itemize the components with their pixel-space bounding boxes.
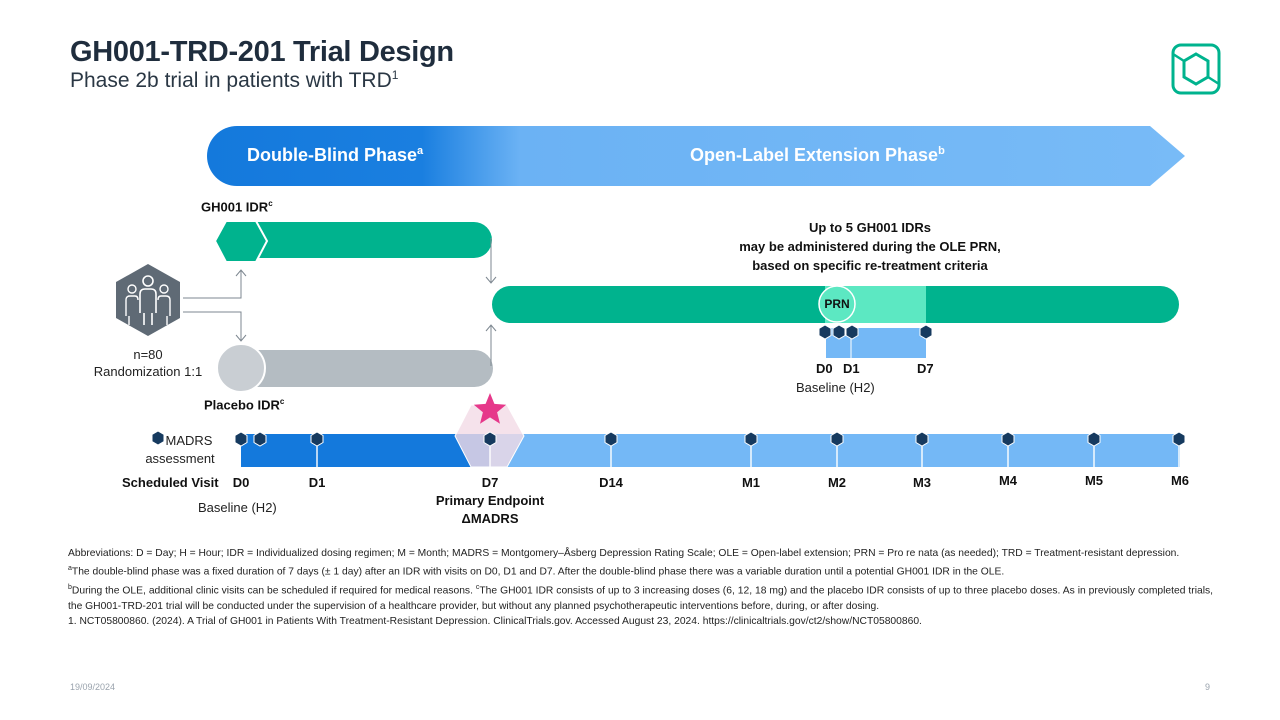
ole-baseline-label: Baseline (H2) — [796, 380, 875, 395]
timeline-marker-icon — [234, 431, 248, 447]
timeline-marker-icon — [915, 431, 929, 447]
primary-endpoint-star-icon — [473, 393, 507, 424]
ole-d7-label: D7 — [917, 361, 934, 376]
timeline-db-segment — [241, 434, 490, 467]
visit-label: D14 — [599, 475, 623, 490]
timeline-marker-icon — [1172, 431, 1186, 447]
page-subtitle: Phase 2b trial in patients with TRD1 — [70, 68, 399, 92]
footnote-a: aThe double-blind phase was a fixed dura… — [68, 565, 1005, 578]
timeline-marker-icon — [1001, 431, 1015, 447]
visit-label: M5 — [1084, 473, 1104, 488]
prn-circle — [818, 285, 856, 323]
visit-label: M4 — [998, 473, 1018, 488]
madrs-legend-icon — [151, 430, 165, 446]
ole-d1-label: D1 — [843, 361, 860, 376]
gh001-idr-label: GH001 IDRc — [201, 199, 273, 215]
timeline-marker-icon — [744, 431, 758, 447]
timeline-marker-icon — [604, 431, 618, 447]
placebo-idr-label: Placebo IDRc — [204, 397, 285, 413]
visit-label: M1 — [741, 475, 761, 490]
madrs-legend-label: MADRS assessment — [145, 433, 215, 466]
visit-label: M2 — [827, 475, 847, 490]
page-title: GH001-TRD-201 Trial Design — [70, 36, 454, 68]
visit-label: D1 — [308, 475, 326, 490]
footer-date: 19/09/2024 — [70, 682, 116, 692]
timeline-marker-icon — [1087, 431, 1101, 447]
timeline-marker-icon — [830, 431, 844, 447]
visit-label: D7 — [481, 475, 499, 490]
open-label-phase-label: Open-Label Extension Phaseb — [690, 145, 945, 165]
abbreviations-footnote: Abbreviations: D = Day; H = Hour; IDR = … — [68, 548, 1180, 559]
ole-marker-icon — [832, 324, 846, 340]
ole-d0-label: D0 — [816, 361, 833, 376]
prn-label: PRN — [824, 297, 850, 311]
footnotes: Abbreviations: D = Day; H = Hour; IDR = … — [68, 546, 1213, 630]
visit-label: M6 — [1170, 473, 1190, 488]
phase-arrow — [207, 126, 1185, 186]
timeline-marker-icon — [483, 431, 497, 447]
placebo-circle-icon — [216, 343, 266, 393]
double-blind-phase-label: Double-Blind Phasea — [247, 145, 424, 165]
ole-marker-icon — [919, 324, 933, 340]
gh001-hexagon-icon — [213, 220, 269, 263]
visit-label: D0 — [232, 475, 250, 490]
ole-retreatment-note: Up to 5 GH001 IDRs may be administered d… — [739, 220, 1001, 273]
reference-1: 1. NCT05800860. (2024). A Trial of GH001… — [68, 616, 922, 628]
placebo-idr-bar — [220, 350, 493, 387]
ole-marker-icon — [845, 324, 859, 340]
primary-endpoint-label: Primary Endpoint ΔMADRS — [435, 493, 545, 526]
timeline-baseline-label: Baseline (H2) — [198, 500, 277, 515]
patients-group-icon — [116, 264, 180, 336]
footnote-b-c: bDuring the OLE, additional clinic visit… — [68, 584, 1214, 613]
scheduled-visit-label: Scheduled Visit — [122, 475, 219, 490]
timeline-marker-icon — [310, 431, 324, 447]
page-number: 9 — [1205, 682, 1211, 692]
randomization-label: n=80 Randomization 1:1 — [93, 347, 203, 379]
timeline-marker-icon — [253, 431, 267, 447]
company-logo-icon — [1171, 43, 1221, 95]
ole-marker-icon — [818, 324, 832, 340]
gh001-idr-bar — [225, 222, 492, 258]
visit-label: M3 — [912, 475, 932, 490]
